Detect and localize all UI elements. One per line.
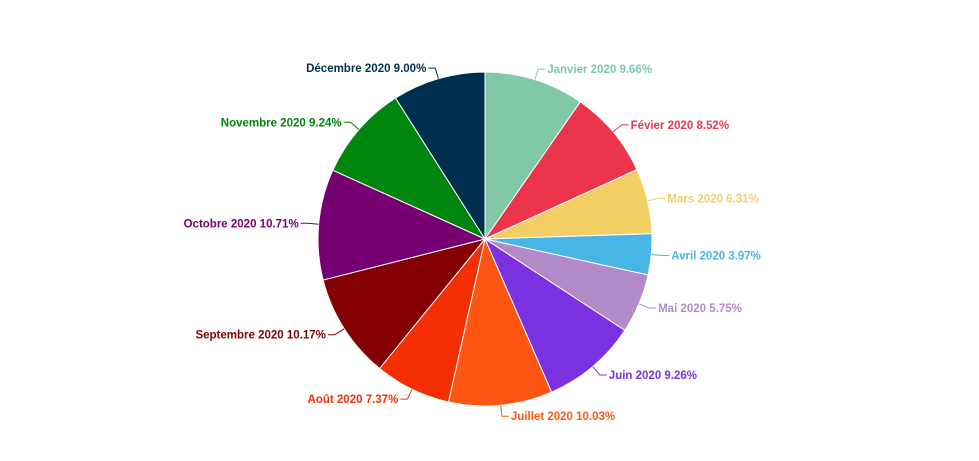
slice-octobre-2020[interactable] [317,169,487,281]
label-aout-2020: Août 2020 7.37% [308,394,399,406]
label-juillet-2020: Juillet 2020 10.03% [511,411,615,423]
slice-novembre-2020[interactable] [332,97,487,241]
leader-line-janvier-2020 [534,68,546,80]
leader-line-mai-2020 [638,303,657,309]
label-leader-lines [300,67,670,417]
leader-line-juin-2020 [592,366,607,376]
slice-decembre-2020[interactable] [394,71,486,241]
label-decembre-2020: Décembre 2020 9.00% [306,63,426,75]
slice-fevier-2020[interactable] [483,101,638,241]
label-janvier-2020: Janvier 2020 9.66% [547,64,652,76]
slice-labels: Janvier 2020 9.66% Févier 2020 8.52% Mars … [184,63,761,423]
leader-line-decembre-2020 [428,67,439,79]
label-mars-2020: Mars 2020 6.31% [667,193,758,205]
label-septembre-2020: Septembre 2020 10.17% [195,330,325,342]
leader-line-avril-2020 [651,254,670,256]
leader-line-novembre-2020 [343,121,360,130]
label-mai-2020: Mai 2020 5.75% [658,303,742,315]
label-avril-2020: Avril 2020 3.97% [671,251,761,263]
label-fevier-2020: Févier 2020 8.52% [631,120,729,132]
leader-line-octobre-2020 [300,222,319,225]
leader-line-septembre-2020 [327,328,345,336]
slice-janvier-2020[interactable] [484,71,581,241]
label-octobre-2020: Octobre 2020 10.71% [184,218,299,230]
leader-line-aout-2020 [400,388,413,400]
pie-slices [317,71,653,407]
leader-line-fevier-2020 [612,124,629,133]
label-novembre-2020: Novembre 2020 9.24% [221,117,342,129]
leader-line-mars-2020 [647,197,666,202]
leader-line-juillet-2020 [500,405,509,417]
label-juin-2020: Juin 2020 9.26% [609,370,697,382]
